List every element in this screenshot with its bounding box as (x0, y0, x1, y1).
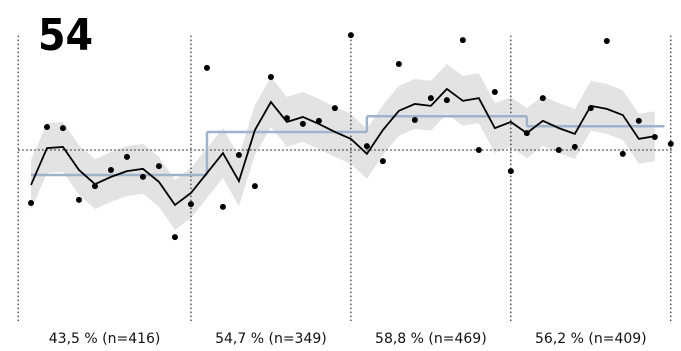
point (635, 117, 642, 124)
point (187, 201, 194, 208)
point (235, 151, 242, 158)
point (507, 168, 514, 175)
point (619, 150, 626, 157)
point (315, 117, 322, 124)
point (347, 32, 354, 39)
trend-line (30, 87, 655, 207)
point (27, 199, 34, 206)
point (43, 123, 50, 130)
point (459, 37, 466, 44)
point (395, 60, 402, 67)
point (251, 183, 258, 190)
point (283, 115, 290, 122)
point (107, 166, 114, 173)
point (427, 95, 434, 102)
point (443, 97, 450, 104)
point (155, 163, 162, 170)
point (587, 105, 594, 112)
point (379, 158, 386, 165)
point (331, 105, 338, 112)
chart-title: 54 (38, 10, 93, 61)
point (139, 173, 146, 180)
point (571, 143, 578, 150)
point (667, 140, 674, 147)
period-label: 56,2 % (n=409) (535, 331, 647, 347)
point (555, 147, 562, 153)
point (539, 95, 546, 102)
point (267, 74, 274, 81)
period-label: 54,7 % (n=349) (215, 331, 327, 347)
point (219, 203, 226, 210)
point (299, 120, 306, 127)
point (75, 196, 82, 203)
point (603, 37, 610, 44)
band (30, 63, 655, 230)
point (171, 234, 178, 241)
point (411, 117, 418, 124)
point (59, 125, 66, 132)
point (651, 133, 658, 140)
point (203, 64, 210, 71)
point (491, 89, 498, 96)
point (91, 183, 98, 190)
point (363, 143, 370, 150)
point (123, 153, 130, 160)
period-label: 43,5 % (n=416) (49, 331, 161, 347)
point (475, 147, 482, 153)
point (523, 130, 530, 137)
period-label: 58,8 % (n=469) (375, 331, 487, 347)
